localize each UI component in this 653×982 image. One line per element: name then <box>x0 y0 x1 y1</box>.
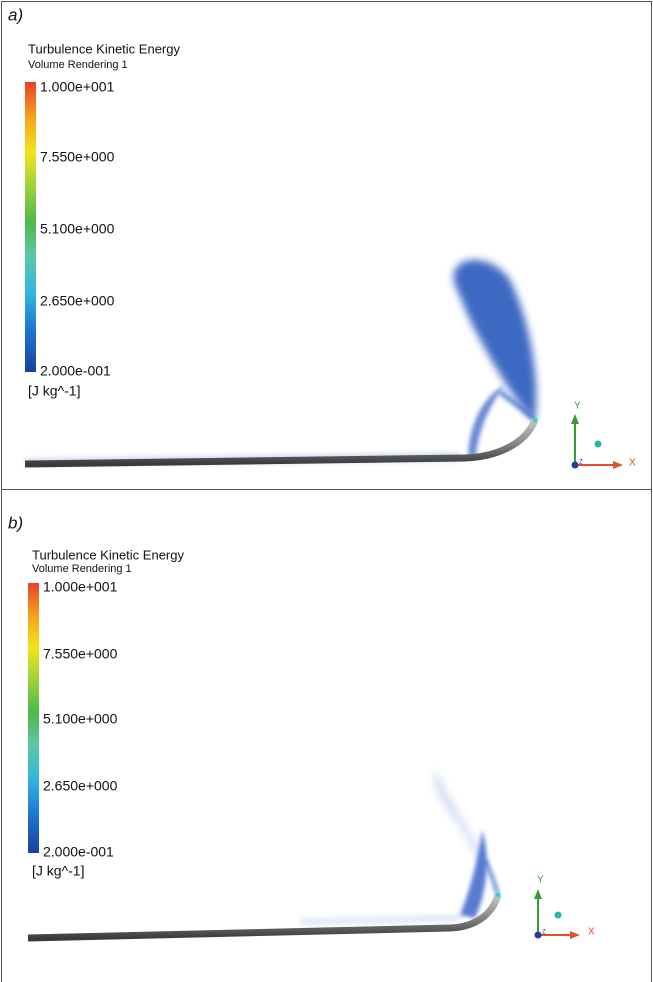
axis-label: Y <box>574 401 581 412</box>
legend-unit: [J kg^-1] <box>32 863 84 879</box>
legend-unit: [J kg^-1] <box>28 383 80 399</box>
legend-title: Turbulence Kinetic Energy <box>28 41 180 56</box>
panel-label: b) <box>8 513 23 532</box>
axis-label: X <box>588 927 595 938</box>
colorbar-label: 2.650e+000 <box>43 778 118 794</box>
panel-border <box>2 2 652 490</box>
legend-subtitle: Volume Rendering 1 <box>32 563 132 575</box>
axis-label: X <box>629 458 636 469</box>
axis-label: Y <box>537 875 544 886</box>
colorbar <box>25 82 36 372</box>
sphere <box>595 441 602 448</box>
legend-subtitle: Volume Rendering 1 <box>28 59 128 71</box>
colorbar <box>28 583 39 853</box>
arrow <box>534 889 542 899</box>
legend-title: Turbulence Kinetic Energy <box>32 547 184 562</box>
arrow <box>571 414 579 424</box>
colorbar-label: 2.000e-001 <box>40 363 111 379</box>
figure: a) Turbulence Kinetic Energy Volume Rend… <box>0 0 653 982</box>
colorbar-label: 7.550e+000 <box>40 149 115 165</box>
axis-z <box>572 462 579 469</box>
colorbar-label: 2.650e+000 <box>40 293 115 309</box>
colorbar-label: 1.000e+001 <box>43 579 118 595</box>
flow-band <box>300 914 460 926</box>
plume <box>434 770 485 862</box>
colorbar-label: 7.550e+000 <box>43 646 118 662</box>
colorbar-label: 5.100e+000 <box>43 711 118 727</box>
plume <box>485 860 498 895</box>
panel: a) Turbulence Kinetic Energy Volume Rend… <box>2 2 652 490</box>
colorbar-label: 2.000e-001 <box>43 844 114 860</box>
colorbar-label: 5.100e+000 <box>40 221 115 237</box>
axis-z <box>535 932 542 939</box>
page: a) Turbulence Kinetic Energy Volume Rend… <box>0 0 653 982</box>
tip <box>496 893 501 898</box>
axis-label: Z <box>542 930 546 936</box>
plume <box>468 385 505 458</box>
colorbar-label: 1.000e+001 <box>40 79 115 95</box>
axis-label: Z <box>579 460 583 466</box>
arrow <box>613 461 623 469</box>
sphere <box>555 912 562 919</box>
arrow <box>570 931 580 939</box>
panel: b) Turbulence Kinetic Energy Volume Rend… <box>2 490 652 982</box>
tip <box>533 418 538 423</box>
panel-label: a) <box>8 5 23 24</box>
